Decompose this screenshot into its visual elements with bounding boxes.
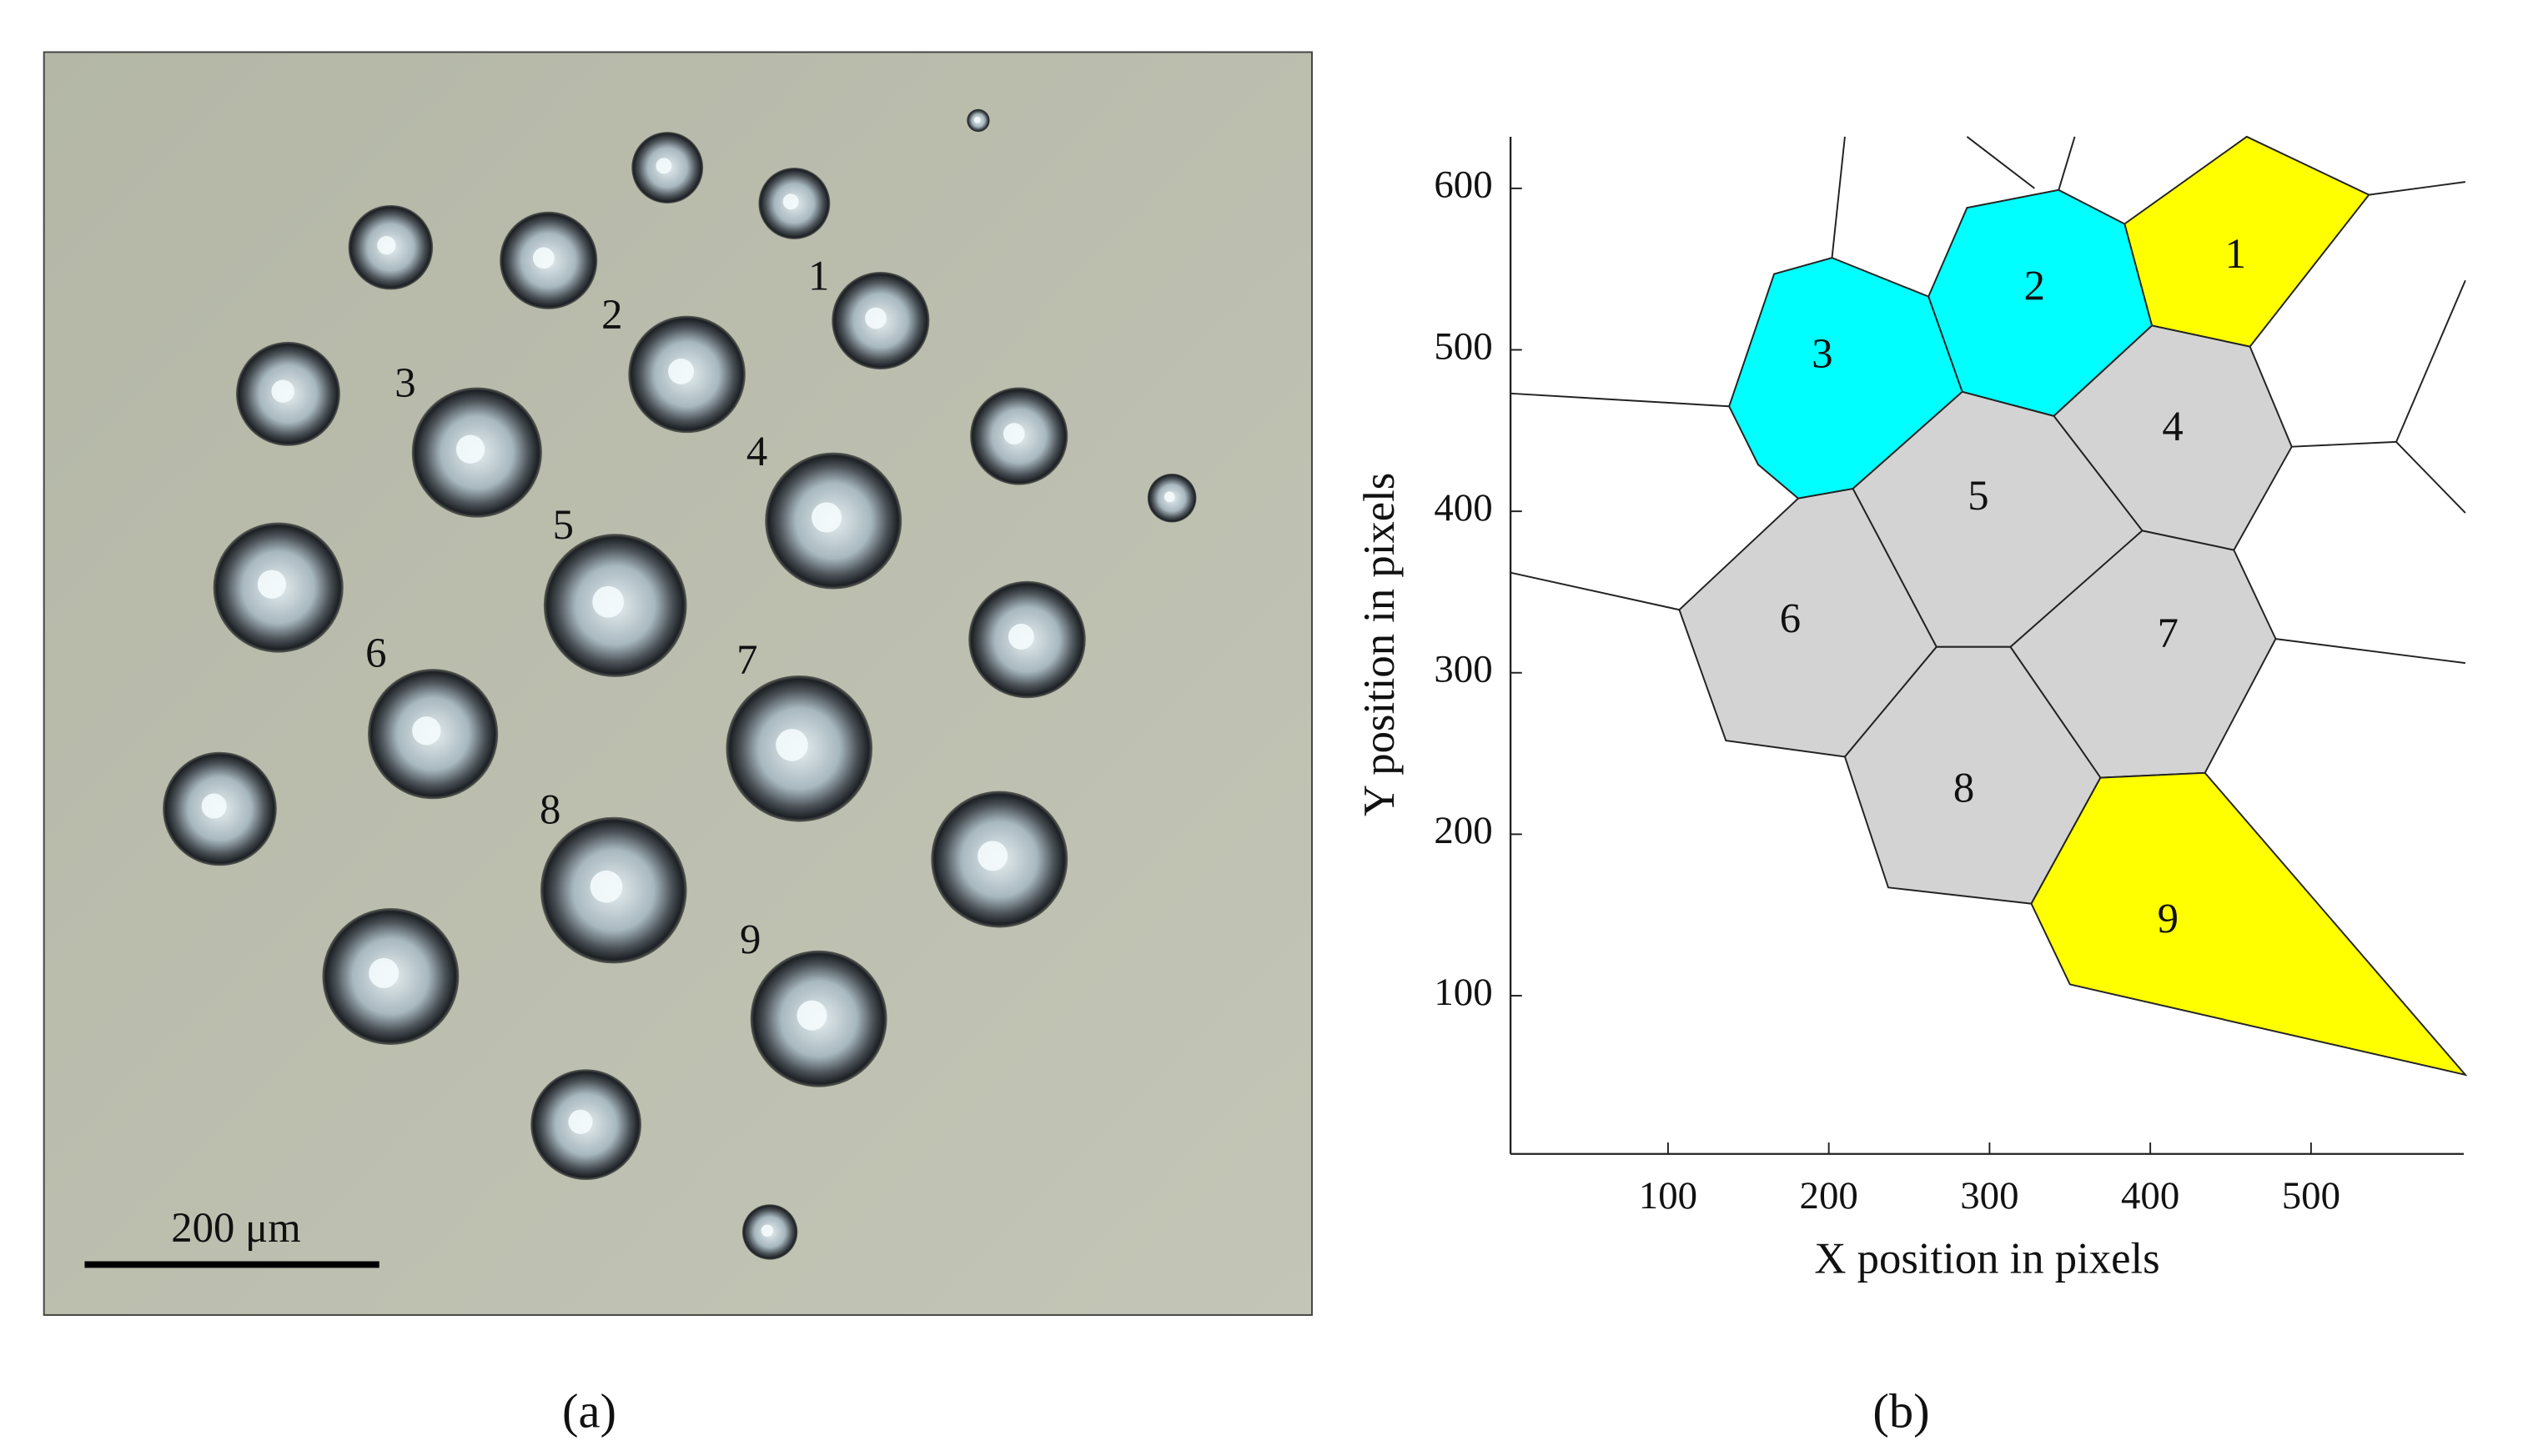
- cell-label: 8: [1953, 765, 1974, 811]
- scale-bar-label: 200 μm: [171, 1204, 300, 1251]
- x-axis-label: X position in pixels: [1814, 1235, 2159, 1283]
- voronoi-edge: [1510, 392, 1730, 408]
- droplet-highlight: [797, 1000, 827, 1031]
- droplet-highlight: [257, 570, 287, 599]
- droplet-highlight: [668, 358, 695, 384]
- droplet: [540, 816, 687, 964]
- cell-label: 1: [2225, 230, 2246, 277]
- droplet: [758, 168, 831, 239]
- droplet-label: 5: [553, 501, 574, 548]
- droplet-highlight: [811, 502, 842, 533]
- voronoi-edge: [2058, 136, 2076, 191]
- droplet-highlight: [532, 247, 555, 269]
- droplet-highlight: [776, 729, 808, 761]
- voronoi-edge: [2291, 440, 2397, 448]
- droplet-highlight: [271, 379, 294, 403]
- x-tick-label: 200: [1800, 1174, 1858, 1218]
- droplet: [967, 108, 990, 133]
- droplet-highlight: [761, 1224, 774, 1238]
- droplet-label: 7: [736, 636, 757, 683]
- droplet: [368, 669, 499, 800]
- droplet: [543, 534, 687, 677]
- droplet-highlight: [1008, 624, 1034, 650]
- droplet: [163, 751, 277, 866]
- voronoi-edge: [1966, 136, 2035, 189]
- cell-label: 7: [2158, 610, 2179, 656]
- droplet-highlight: [973, 116, 981, 123]
- droplet-highlight: [369, 957, 400, 988]
- cell-label: 4: [2162, 403, 2183, 449]
- voronoi-edge: [2369, 181, 2466, 196]
- voronoi-edge: [2275, 638, 2466, 665]
- y-axis-label: Y position in pixels: [1355, 473, 1404, 816]
- droplet-highlight: [865, 307, 887, 329]
- cell-label: 5: [1968, 472, 1988, 519]
- y-tick-label: 400: [1434, 486, 1492, 530]
- droplet: [968, 580, 1086, 699]
- x-tick-label: 500: [2282, 1174, 2340, 1218]
- droplet-highlight: [1003, 423, 1025, 445]
- droplet-highlight: [377, 235, 396, 255]
- droplet: [235, 341, 340, 446]
- droplet-highlight: [592, 585, 625, 618]
- photo-background: [43, 51, 1313, 1316]
- caption: (a): [562, 1383, 616, 1438]
- droplet-highlight: [412, 716, 441, 746]
- voronoi-cell: [2123, 135, 2370, 348]
- droplet-label: 6: [365, 630, 386, 676]
- y-tick-label: 100: [1434, 971, 1492, 1014]
- y-tick-label: 500: [1434, 324, 1492, 368]
- cell-label: 3: [1812, 330, 1832, 377]
- droplet: [500, 211, 598, 309]
- droplet: [322, 908, 460, 1045]
- y-tick-label: 200: [1434, 809, 1492, 852]
- droplet-label: 1: [808, 252, 829, 299]
- droplet: [213, 522, 344, 653]
- droplet-highlight: [978, 841, 1008, 871]
- droplet-highlight: [201, 793, 227, 819]
- voronoi-edge: [1510, 571, 1680, 611]
- droplet: [628, 315, 746, 434]
- voronoi-edge: [2395, 279, 2466, 443]
- droplet: [726, 675, 873, 822]
- voronoi-chart: 1 2 3 4 5 6 7 8 9 100 200 300 400 500 100 200 300 400 500 6…: [1355, 135, 2468, 1283]
- droplet-highlight: [590, 870, 623, 903]
- droplet: [631, 132, 704, 203]
- droplet: [530, 1069, 641, 1180]
- caption: (b): [1872, 1383, 1929, 1438]
- droplet: [931, 791, 1068, 928]
- droplet: [1147, 473, 1197, 523]
- droplet-highlight: [782, 193, 799, 210]
- droplet-highlight: [1163, 491, 1175, 503]
- droplet: [832, 271, 930, 370]
- cell-label: 9: [2158, 896, 2179, 942]
- droplet-highlight: [455, 434, 485, 464]
- y-tick-label: 600: [1434, 163, 1492, 207]
- droplet-highlight: [568, 1109, 593, 1134]
- droplet: [970, 387, 1068, 485]
- droplet-label: 4: [746, 428, 767, 474]
- droplet-label: 3: [395, 359, 415, 406]
- voronoi-edge: [2395, 441, 2466, 514]
- droplet: [741, 1204, 798, 1260]
- x-tick-label: 100: [1639, 1174, 1697, 1218]
- voronoi-edge: [1831, 136, 1846, 259]
- droplet-label: 9: [740, 916, 761, 963]
- droplet-highlight: [656, 158, 672, 174]
- droplet: [765, 452, 902, 590]
- droplet-label: 8: [540, 786, 560, 832]
- x-tick-label: 400: [2121, 1174, 2179, 1218]
- cell-label: 2: [2024, 263, 2045, 309]
- y-tick-label: 300: [1434, 648, 1492, 691]
- droplet: [750, 950, 887, 1087]
- droplet: [411, 387, 542, 518]
- cell-label: 6: [1780, 595, 1801, 641]
- droplet-label: 2: [601, 291, 622, 338]
- voronoi-cell: [2030, 771, 2468, 1077]
- droplet: [348, 204, 434, 290]
- x-tick-label: 300: [1960, 1174, 2018, 1218]
- micrograph: 200 μm 1 2 3 4 5 6 7 8 9: [43, 51, 1313, 1316]
